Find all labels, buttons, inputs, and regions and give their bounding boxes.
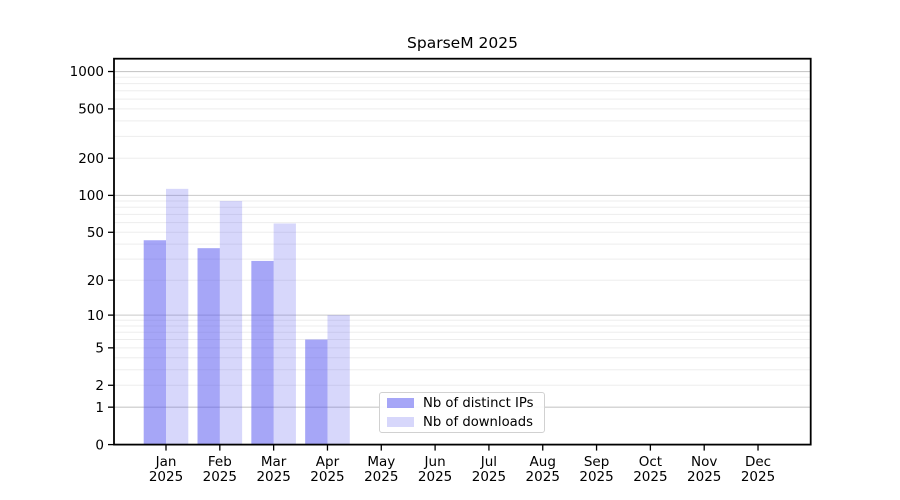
x-tick-year-label: 2025 [472,469,506,485]
x-tick-month-label: Dec [745,454,771,470]
x-tick-month-label: May [367,454,395,470]
bar-distinct-ips-apr [305,339,328,445]
x-tick-month-label: Aug [530,454,556,470]
x-tick-year-label: 2025 [418,469,452,485]
x-tick-month-label: Mar [261,454,287,470]
x-tick-year-label: 2025 [633,469,667,485]
bar-distinct-ips-feb [197,248,220,445]
x-tick-month-label: Jun [424,454,446,470]
legend-label-distinct-ips: Nb of distinct IPs [423,395,534,411]
x-tick-year-label: 2025 [741,469,775,485]
x-tick-month-label: Feb [208,454,232,470]
bar-distinct-ips-jan [143,240,166,445]
bar-downloads-feb [219,201,243,445]
x-tick-year-label: 2025 [687,469,721,485]
y-tick-label: 200 [78,151,104,167]
x-tick-year-label: 2025 [203,469,237,485]
legend-swatch-distinct-ips [387,398,414,408]
chart-title: SparseM 2025 [407,34,518,52]
legend-swatch-downloads [387,417,414,427]
x-tick-month-label: Jan [155,454,177,470]
x-tick-month-label: Nov [691,454,717,470]
bar-downloads-mar [273,223,296,445]
legend-item-downloads: Nb of downloads [387,415,544,430]
legend: Nb of distinct IPs Nb of downloads [379,392,545,433]
x-tick-month-label: Apr [316,454,340,470]
x-tick-year-label: 2025 [310,469,344,485]
y-tick-label: 10 [87,308,104,324]
x-tick-month-label: Jul [480,454,497,470]
x-tick-month-label: Oct [639,454,662,470]
y-tick-label: 1000 [70,64,104,80]
y-tick-label: 20 [87,273,104,289]
plot-frame [113,57,812,446]
x-tick-year-label: 2025 [526,469,560,485]
x-tick-year-label: 2025 [256,469,290,485]
y-tick-label: 5 [95,341,104,357]
legend-item-distinct-ips: Nb of distinct IPs [387,396,544,411]
bar-downloads-apr [327,315,350,445]
bar-distinct-ips-mar [251,260,274,445]
bar-downloads-jan [166,188,189,445]
x-tick-month-label: Sep [584,454,609,470]
y-tick-label: 100 [78,188,104,204]
y-tick-label: 500 [78,102,104,118]
y-tick-label: 1 [95,400,104,416]
x-tick-year-label: 2025 [579,469,613,485]
legend-label-downloads: Nb of downloads [423,414,533,430]
y-tick-label: 2 [95,378,104,394]
y-tick-label: 0 [95,437,104,453]
y-tick-label: 50 [87,225,104,241]
x-tick-year-label: 2025 [364,469,398,485]
x-tick-year-label: 2025 [149,469,183,485]
